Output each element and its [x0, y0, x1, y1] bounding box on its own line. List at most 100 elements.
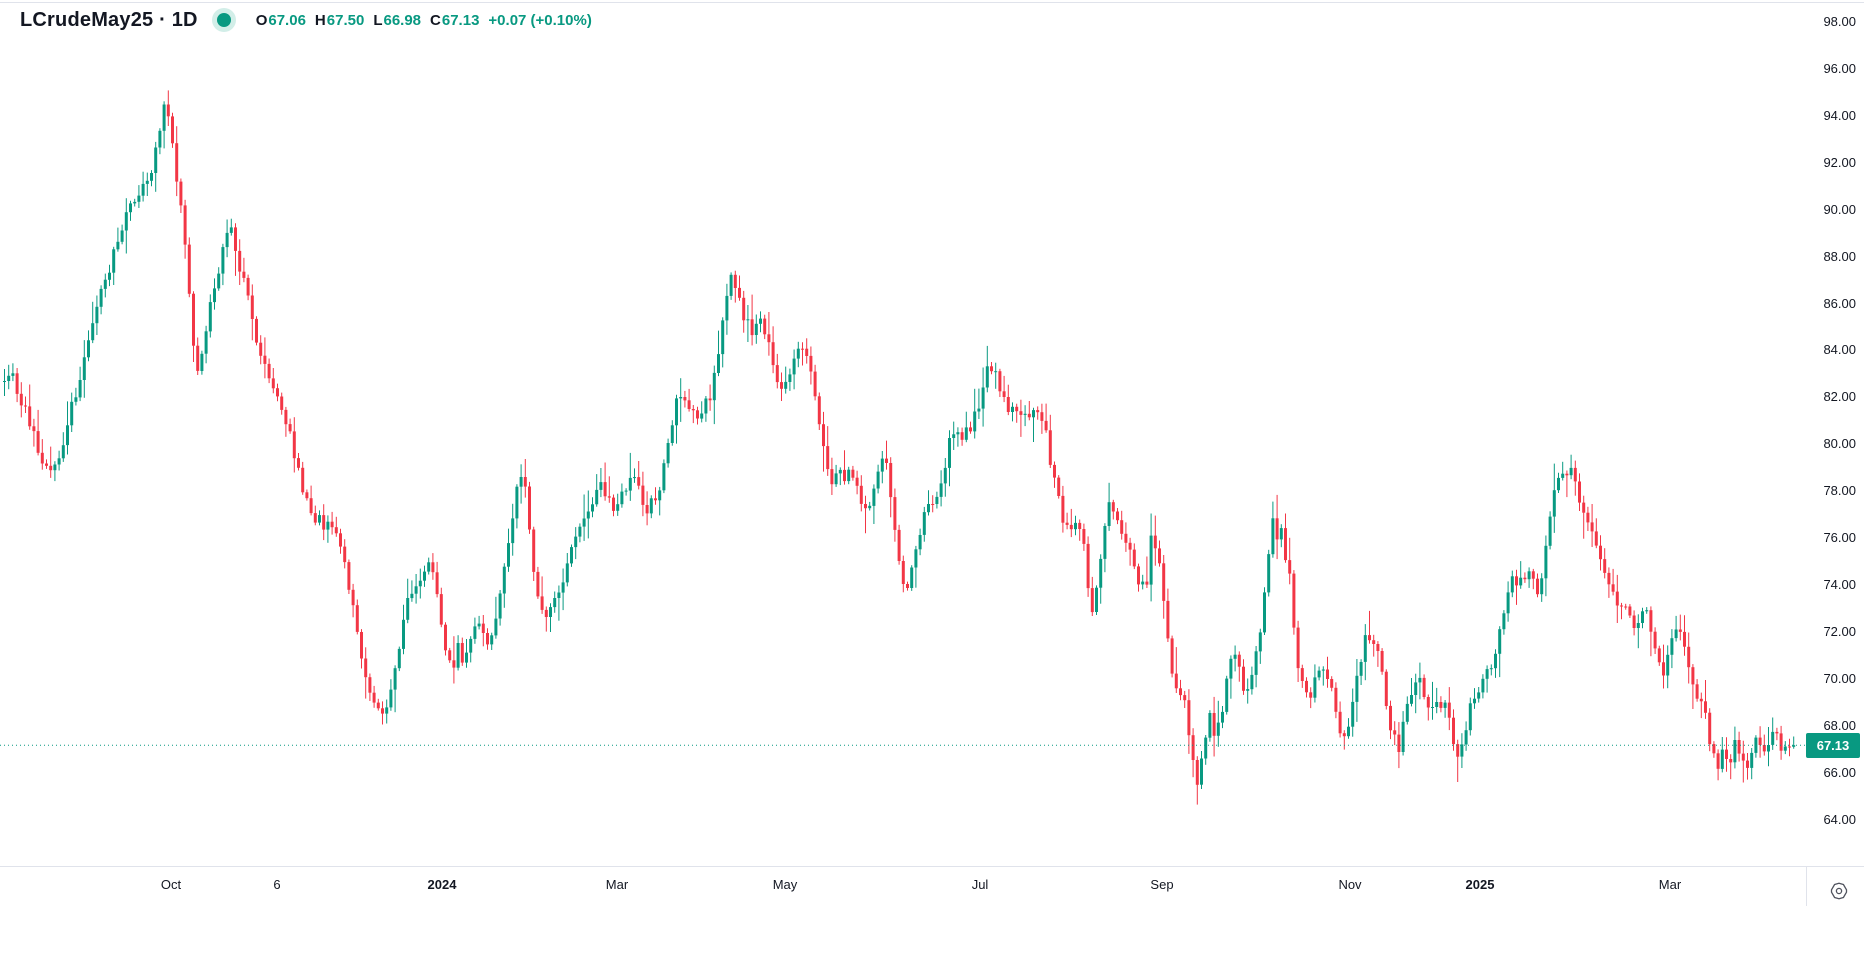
candle-body	[591, 504, 594, 512]
price-tick: 66.00	[1823, 764, 1856, 780]
candle-body	[700, 413, 704, 419]
candle-body	[1662, 662, 1665, 676]
candle-body	[843, 469, 846, 482]
candle-body	[28, 406, 32, 427]
candle-body	[721, 320, 725, 355]
candle-body	[234, 227, 237, 251]
open-value: O67.06	[255, 11, 306, 29]
candle-body	[255, 318, 258, 343]
candle-body	[242, 271, 246, 278]
candle-body	[1384, 671, 1388, 706]
candle-body	[1124, 533, 1128, 543]
candle-body	[158, 130, 162, 148]
candle-body	[1179, 688, 1182, 696]
candle-body	[1599, 545, 1602, 560]
candle-body	[1670, 638, 1674, 655]
candle-body	[1573, 467, 1577, 482]
axis-settings-gear-icon[interactable]	[1828, 880, 1850, 902]
candle-body	[897, 529, 901, 561]
candle-body	[1044, 420, 1048, 431]
candle-body	[754, 323, 758, 335]
candle-body	[32, 426, 36, 432]
candle-body	[452, 660, 456, 668]
candle-body	[876, 471, 880, 489]
candle-body	[1237, 654, 1241, 667]
candle-body	[179, 181, 183, 206]
time-axis-label: 2024	[427, 877, 457, 892]
time-axis-label: 2025	[1465, 877, 1495, 892]
candle-body	[1758, 737, 1762, 745]
candle-body	[1683, 631, 1686, 647]
candle-body	[1699, 698, 1703, 702]
candle-body	[1296, 627, 1300, 669]
candle-body	[729, 274, 733, 296]
candle-body	[297, 458, 300, 468]
candle-body	[662, 463, 666, 491]
candle-body	[74, 397, 78, 402]
candle-body	[171, 116, 174, 144]
candle-body	[1011, 406, 1014, 412]
candle-body	[918, 535, 922, 550]
candle-body	[120, 230, 124, 242]
candle-body	[1552, 490, 1556, 517]
price-tick: 92.00	[1823, 154, 1856, 170]
candle-body	[99, 288, 103, 307]
candle-body	[175, 143, 179, 182]
candle-body	[641, 485, 645, 505]
axis-corner	[1806, 866, 1864, 906]
price-axis[interactable]: 98.00 96.00 94.00 92.00 90.00 88.00 86.00 84.00…	[1806, 0, 1864, 866]
candle-body	[460, 643, 464, 663]
candle-body	[1036, 410, 1040, 413]
candle-body	[1746, 760, 1749, 768]
change-value: +0.07 (+0.10%)	[488, 11, 592, 29]
candle-body	[481, 623, 485, 633]
candle-body	[66, 425, 69, 446]
candle-body	[1674, 629, 1678, 639]
candle-body	[498, 593, 502, 619]
candle-body	[952, 434, 956, 438]
candle-body	[742, 297, 746, 321]
candle-body	[40, 452, 44, 464]
candle-body	[1069, 524, 1073, 530]
candle-body	[1779, 733, 1783, 751]
candle-body	[326, 521, 330, 530]
candle-body	[616, 504, 620, 511]
candle-body	[1099, 558, 1103, 588]
candle-body	[708, 398, 712, 401]
candle-body	[1359, 662, 1363, 676]
candle-body	[1510, 576, 1514, 593]
candle-body	[1174, 673, 1178, 689]
candle-body	[70, 401, 74, 426]
candle-body	[19, 393, 23, 406]
candle-body	[1653, 631, 1657, 649]
candle-body	[355, 605, 359, 632]
candle-body	[1447, 702, 1451, 718]
candle-body	[494, 618, 498, 636]
candle-body	[1691, 667, 1695, 685]
candle-body	[817, 396, 821, 425]
candle-body	[788, 374, 792, 382]
candle-body	[1141, 581, 1145, 585]
candle-body	[1594, 531, 1598, 546]
candle-body	[666, 443, 670, 464]
symbol-title[interactable]: LCrudeMay25 · 1D	[20, 8, 198, 31]
candle-body	[943, 467, 947, 484]
candle-body	[687, 400, 691, 409]
candle-body	[864, 504, 867, 509]
candle-body	[61, 445, 65, 459]
candle-body	[1195, 760, 1199, 785]
candle-body	[1586, 512, 1590, 523]
market-status-core	[216, 13, 231, 27]
candle-body	[347, 562, 351, 590]
candle-body	[1158, 548, 1161, 564]
candle-body	[771, 342, 775, 366]
candle-body	[154, 147, 158, 173]
candle-body	[1376, 644, 1380, 651]
time-axis-label: Oct	[160, 877, 182, 892]
candle-body	[759, 318, 762, 324]
time-axis[interactable]: Oct 6 2024 Mar May Jul Sep Nov 2025 Mar	[0, 866, 1806, 907]
price-tick: 90.00	[1823, 201, 1856, 217]
candle-body	[540, 596, 544, 610]
candle-body	[1750, 752, 1754, 768]
